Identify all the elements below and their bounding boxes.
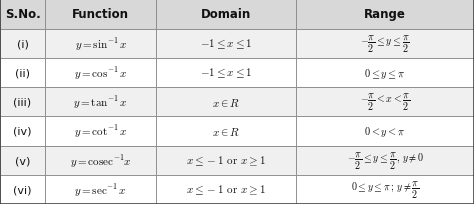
Text: $-\dfrac{\pi}{2} < x < \dfrac{\pi}{2}$: $-\dfrac{\pi}{2} < x < \dfrac{\pi}{2}$ [360, 92, 410, 113]
Bar [296, 30, 474, 59]
Bar [156, 146, 296, 175]
Text: $y = \tan^{-1}x$: $y = \tan^{-1}x$ [73, 94, 128, 111]
Text: S.No.: S.No. [5, 8, 40, 21]
Text: $-\dfrac{\pi}{2} \leq y \leq \dfrac{\pi}{2},\, y \neq 0$: $-\dfrac{\pi}{2} \leq y \leq \dfrac{\pi}… [346, 150, 424, 171]
Bar [0, 30, 45, 59]
Bar [0, 146, 45, 175]
Bar [156, 117, 296, 146]
Bar [45, 59, 156, 88]
Text: (iii): (iii) [13, 97, 32, 107]
Bar [156, 175, 296, 204]
Bar [156, 30, 296, 59]
Text: $x \leq -1 \text{ or } x \geq 1$: $x \leq -1 \text{ or } x \geq 1$ [186, 183, 266, 196]
Text: (iv): (iv) [13, 126, 32, 136]
Text: $y = \cot^{-1}x$: $y = \cot^{-1}x$ [74, 123, 128, 140]
Text: (v): (v) [15, 155, 30, 165]
Bar [0, 117, 45, 146]
Bar [296, 175, 474, 204]
Text: $x \leq -1 \text{ or } x \geq 1$: $x \leq -1 \text{ or } x \geq 1$ [186, 154, 266, 167]
Bar [0, 0, 45, 30]
Bar [45, 30, 156, 59]
Bar [296, 146, 474, 175]
Bar [0, 175, 45, 204]
Bar [0, 88, 45, 117]
Bar [45, 88, 156, 117]
Bar [45, 175, 156, 204]
Text: $y = \sec^{-1}x$: $y = \sec^{-1}x$ [74, 181, 127, 198]
Text: Range: Range [364, 8, 406, 21]
Text: Domain: Domain [201, 8, 252, 21]
Text: $y = \sin^{-1}x$: $y = \sin^{-1}x$ [74, 36, 127, 52]
Bar [45, 146, 156, 175]
Bar [156, 0, 296, 30]
Text: $0 \leq y \leq \pi$: $0 \leq y \leq \pi$ [365, 66, 406, 80]
Text: $-\dfrac{\pi}{2} \leq y \leq \dfrac{\pi}{2}$: $-\dfrac{\pi}{2} \leq y \leq \dfrac{\pi}… [360, 34, 410, 55]
Bar [45, 117, 156, 146]
Text: (i): (i) [17, 39, 28, 49]
Bar [296, 88, 474, 117]
Bar [156, 88, 296, 117]
Text: $0 \leq y \leq \pi \,;\, y \neq \dfrac{\pi}{2}$: $0 \leq y \leq \pi \,;\, y \neq \dfrac{\… [351, 179, 419, 200]
Text: (ii): (ii) [15, 68, 30, 78]
Text: $y = \mathrm{cosec}^{-1}x$: $y = \mathrm{cosec}^{-1}x$ [70, 152, 132, 169]
Text: (vi): (vi) [13, 184, 32, 194]
Bar [296, 59, 474, 88]
Bar [296, 117, 474, 146]
Text: $y = \cos^{-1}x$: $y = \cos^{-1}x$ [74, 65, 128, 81]
Bar [156, 59, 296, 88]
Text: $x \in R$: $x \in R$ [212, 125, 240, 137]
Text: $-1 \leq x \leq 1$: $-1 \leq x \leq 1$ [200, 67, 253, 80]
Text: $0 < y < \pi$: $0 < y < \pi$ [365, 124, 406, 138]
Bar [296, 0, 474, 30]
Bar [0, 59, 45, 88]
Text: $x \in R$: $x \in R$ [212, 96, 240, 108]
Bar [45, 0, 156, 30]
Text: Function: Function [72, 8, 129, 21]
Text: $-1 \leq x \leq 1$: $-1 \leq x \leq 1$ [200, 38, 253, 51]
